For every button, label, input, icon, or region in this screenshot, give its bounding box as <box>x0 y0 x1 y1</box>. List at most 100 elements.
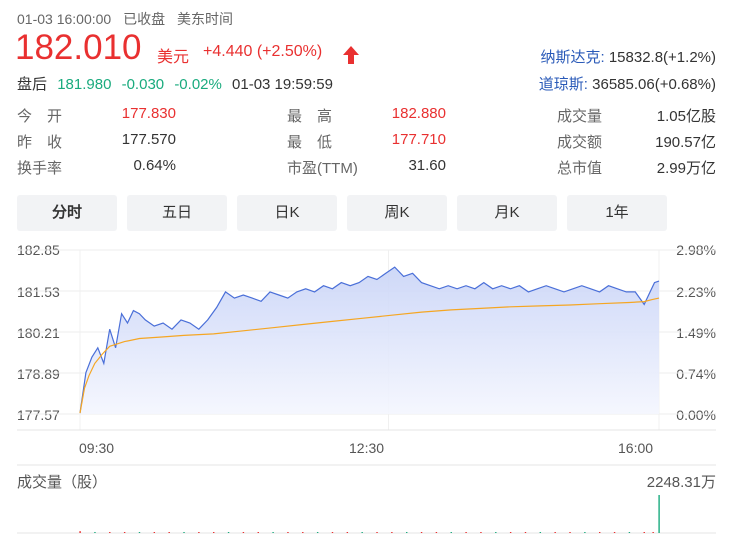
index-dow[interactable]: 道琼斯: 36585.06(+0.68%) <box>539 73 716 94</box>
x-tick: 12:30 <box>349 440 385 456</box>
currency: 美元 <box>157 49 190 66</box>
current-price: 182.010 <box>15 28 142 67</box>
tab-intraday[interactable]: 分时 <box>17 195 117 231</box>
volume-label: 成交量（股） <box>17 474 108 491</box>
afterhours-change-pct: -0.02% <box>174 76 222 93</box>
volume-bar <box>554 532 556 533</box>
market-status: 已收盘 <box>123 11 166 27</box>
quote-datetime: 01-03 16:00:00 已收盘 美东时间 <box>17 9 233 29</box>
volume-bar <box>406 532 408 533</box>
y-right-tick: 0.74% <box>676 366 716 382</box>
index-value: 36585.06(+0.68%) <box>592 76 716 93</box>
volume-bar <box>376 532 378 533</box>
price-area <box>80 267 659 414</box>
stat-amount-value: 190.57亿 <box>655 134 716 151</box>
stat-open-label: 今 开 <box>17 108 63 125</box>
stat-market-cap-value: 2.99万亿 <box>656 160 716 177</box>
volume-bar <box>213 532 215 533</box>
stat-open-value: 177.830 <box>121 105 176 122</box>
volume-bar <box>658 495 660 533</box>
stat-prev-close-value: 177.570 <box>121 131 176 148</box>
change-value: +4.440 <box>203 43 253 60</box>
tab-daily-k[interactable]: 日K <box>237 195 337 231</box>
timezone: 美东时间 <box>176 11 233 27</box>
afterhours-row: 盘后 181.980 -0.030 -0.02% 01-03 19:59:59 <box>17 73 333 94</box>
price-line <box>79 266 660 414</box>
volume-bar <box>539 532 542 533</box>
volume-bar <box>168 532 170 533</box>
stat-turnover-value: 0.64% <box>133 157 176 174</box>
stat-high-value: 182.880 <box>391 105 446 122</box>
volume-bar <box>242 532 245 533</box>
afterhours-change: -0.030 <box>121 76 165 93</box>
volume-bar <box>316 532 319 533</box>
stat-volume-value: 1.05亿股 <box>656 108 716 125</box>
volume-bar <box>227 532 230 533</box>
y-right-tick: 2.23% <box>676 284 716 300</box>
volume-bar <box>346 532 349 533</box>
volume-bar <box>153 532 156 533</box>
volume-bar <box>628 532 631 533</box>
tab-one-year[interactable]: 1年 <box>567 195 667 231</box>
volume-bar <box>257 532 259 533</box>
stat-market-cap-label: 总市值 <box>557 160 603 177</box>
volume-bar <box>123 532 126 533</box>
stat-pe-value: 31.60 <box>408 157 446 174</box>
stat-pe-label: 市盈(TTM) <box>287 160 358 177</box>
volume-bar <box>584 532 586 533</box>
volume-bar <box>109 532 111 533</box>
volume-bar <box>509 532 512 533</box>
volume-bar <box>465 532 467 533</box>
stat-low-value: 177.710 <box>391 131 446 148</box>
afterhours-price: 181.980 <box>57 76 112 93</box>
index-name: 纳斯达克: <box>540 49 605 66</box>
y-left-tick: 178.89 <box>17 366 60 382</box>
volume-bar <box>613 532 616 533</box>
stat-low-label: 最 低 <box>287 134 333 151</box>
volume-bar <box>138 532 141 533</box>
volume-bar <box>183 532 185 533</box>
stat-amount-label: 成交额 <box>557 134 603 151</box>
volume-bar <box>599 532 601 533</box>
stat-prev-close-label: 昨 收 <box>17 134 63 151</box>
y-left-tick: 181.53 <box>17 284 60 300</box>
volume-bar <box>302 532 304 533</box>
volume-bar <box>420 532 423 533</box>
price-change: +4.440 (+2.50%) <box>203 43 322 61</box>
y-left-tick: 177.57 <box>17 407 60 423</box>
arrow-up-icon <box>342 45 360 65</box>
datetime: 01-03 16:00:00 <box>17 11 112 27</box>
y-left-tick: 180.21 <box>17 325 60 341</box>
volume-bar <box>361 532 363 533</box>
tab-five-day[interactable]: 五日 <box>127 195 227 231</box>
stat-high-label: 最 高 <box>287 108 333 125</box>
stat-turnover-label: 换手率 <box>17 160 63 177</box>
volume-bar <box>569 532 571 533</box>
volume-bar <box>435 532 438 533</box>
tab-weekly-k[interactable]: 周K <box>347 195 447 231</box>
average-line <box>79 297 660 414</box>
index-value: 15832.8(+1.2%) <box>608 49 716 66</box>
tab-monthly-k[interactable]: 月K <box>457 195 557 231</box>
afterhours-time: 01-03 19:59:59 <box>232 76 333 93</box>
volume-bar <box>272 532 274 533</box>
volume-bar <box>331 532 334 533</box>
index-nasdaq[interactable]: 纳斯达克: 15832.8(+1.2%) <box>540 46 716 67</box>
y-right-tick: 1.49% <box>676 325 716 341</box>
index-name: 道琼斯: <box>538 76 588 93</box>
volume-bar <box>198 532 200 533</box>
volume-bar <box>79 531 81 533</box>
volume-bar <box>450 532 452 533</box>
change-percent: (+2.50%) <box>256 43 323 60</box>
volume-max-label: 2248.31万 <box>646 474 716 491</box>
volume-bar <box>94 531 96 533</box>
volume-bar <box>495 532 497 533</box>
afterhours-label: 盘后 <box>17 76 48 93</box>
volume-bar <box>652 532 654 533</box>
volume-bar <box>287 532 289 533</box>
volume-bar <box>643 532 645 533</box>
volume-bar <box>480 532 482 533</box>
x-tick: 16:00 <box>618 440 654 456</box>
y-right-tick: 0.00% <box>676 407 716 423</box>
